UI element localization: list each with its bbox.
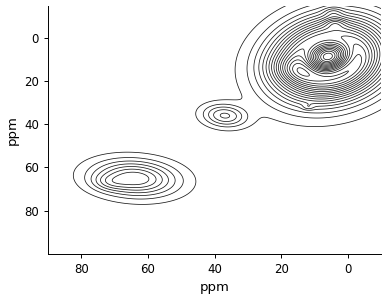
X-axis label: ppm: ppm (200, 281, 229, 294)
Y-axis label: ppm: ppm (5, 115, 19, 145)
